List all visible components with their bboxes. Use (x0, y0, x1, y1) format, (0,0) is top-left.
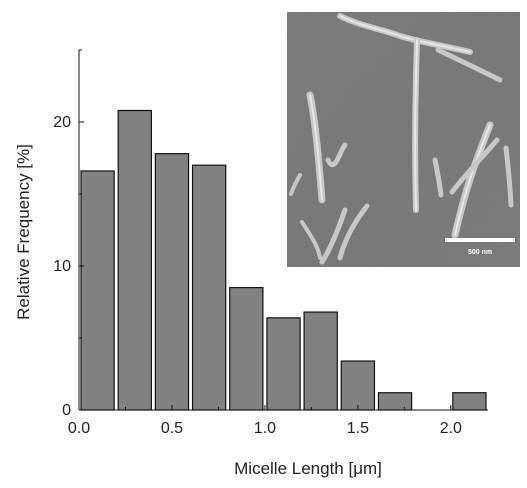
axes-layer: 0 10 20 0.0 0.5 1.0 1.5 2.0 (53, 49, 488, 437)
histogram-bar (229, 287, 264, 411)
x-tick-label: 1.0 (254, 420, 276, 437)
x-tick-label: 2.0 (440, 420, 462, 437)
x-tick-label: 0.5 (161, 420, 183, 437)
histogram-bar (377, 392, 413, 411)
y-tick-label: 10 (53, 258, 71, 275)
y-axis-title: Relative Frequency [%] (14, 144, 33, 320)
histogram-bar (117, 109, 152, 411)
scale-bar (445, 238, 515, 242)
histogram-bar (340, 360, 376, 411)
x-tick-label: 1.5 (347, 420, 369, 437)
histogram-bar (303, 311, 338, 411)
y-tick-label: 20 (53, 114, 71, 131)
bars-layer (80, 109, 487, 411)
histogram-bar (452, 392, 487, 411)
histogram-bar (154, 153, 190, 411)
histogram-bar (191, 164, 227, 411)
histogram-bar (266, 317, 301, 411)
scale-bar-label: 500 nm (468, 249, 492, 256)
sem-micrograph-image: 500 nm (287, 12, 520, 267)
y-tick-label: 0 (62, 402, 71, 419)
x-tick-label: 0.0 (68, 420, 90, 437)
histogram-bar (80, 170, 115, 411)
x-axis-title: Micelle Length [μm] (234, 459, 382, 478)
micelle-fibers (289, 13, 514, 265)
